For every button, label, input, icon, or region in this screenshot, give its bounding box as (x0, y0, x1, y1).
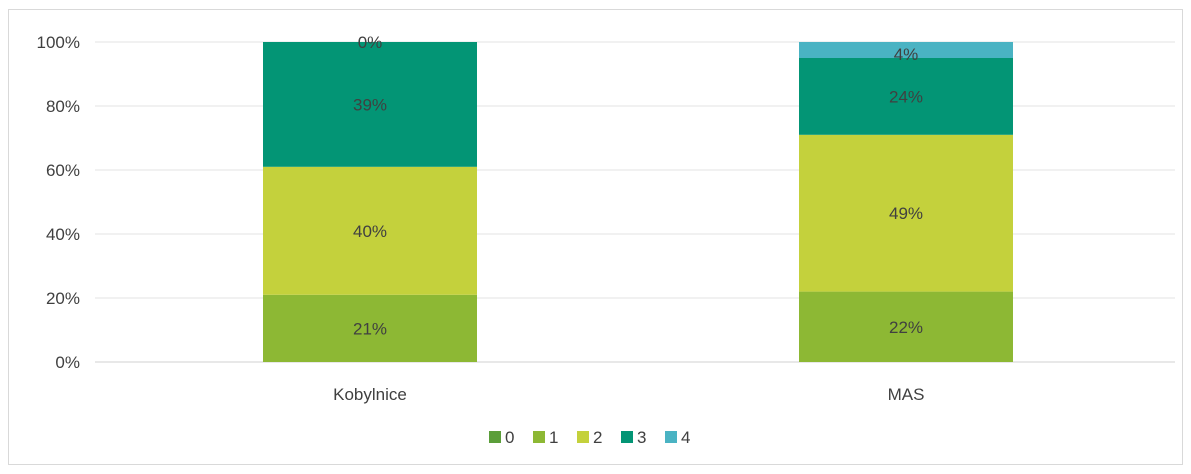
data-label: 4% (894, 45, 919, 64)
legend-swatch-4 (665, 431, 677, 443)
x-category-label: Kobylnice (333, 385, 407, 404)
legend-swatch-2 (577, 431, 589, 443)
y-tick-label: 60% (46, 161, 80, 180)
bar-segment-3 (263, 42, 477, 167)
legend-label: 3 (637, 428, 646, 447)
bar-segment-1 (799, 291, 1013, 362)
legend-swatch-1 (533, 431, 545, 443)
data-label: 22% (889, 318, 923, 337)
bar-segment-2 (263, 166, 477, 295)
bar-segment-4 (799, 42, 1013, 58)
bar-segment-1 (263, 294, 477, 362)
legend-swatch-0 (489, 431, 501, 443)
legend-label: 4 (681, 428, 690, 447)
data-label: 24% (889, 87, 923, 106)
legend-label: 0 (505, 428, 514, 447)
data-label: 40% (353, 222, 387, 241)
y-tick-label: 20% (46, 289, 80, 308)
data-label: 39% (353, 95, 387, 114)
bar-segment-2 (799, 134, 1013, 292)
x-axis: Kobylnice MAS (333, 385, 924, 404)
y-tick-label: 0% (55, 353, 80, 372)
legend-swatch-3 (621, 431, 633, 443)
bars (263, 42, 1013, 362)
data-label: 21% (353, 319, 387, 338)
y-axis: 0% 20% 40% 60% 80% 100% (37, 33, 80, 372)
y-tick-label: 80% (46, 97, 80, 116)
data-label: 49% (889, 204, 923, 223)
data-labels: 21% 40% 39% 0% 22% 49% 24% 4% (353, 33, 923, 338)
legend: 0 1 2 3 4 (489, 428, 690, 447)
y-tick-label: 100% (37, 33, 80, 52)
bar-segment-3 (799, 58, 1013, 135)
x-category-label: MAS (888, 385, 925, 404)
y-tick-label: 40% (46, 225, 80, 244)
legend-label: 1 (549, 428, 558, 447)
legend-label: 2 (593, 428, 602, 447)
data-label: 0% (358, 33, 383, 52)
